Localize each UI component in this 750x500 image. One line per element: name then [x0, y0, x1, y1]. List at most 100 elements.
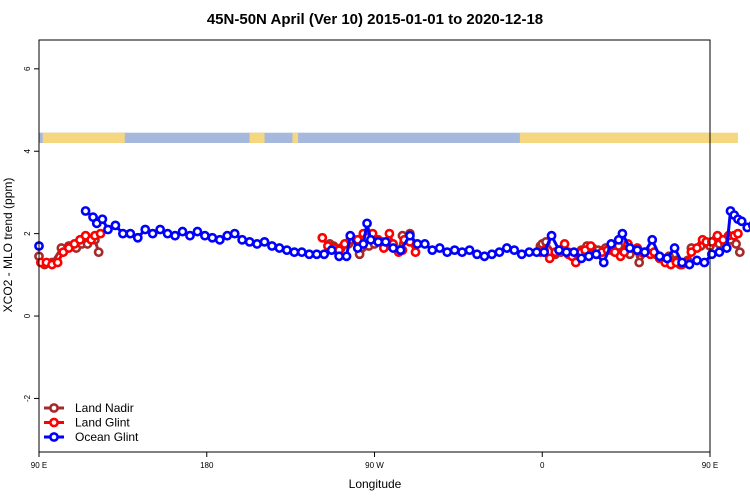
data-point [345, 230, 356, 241]
data-point [583, 251, 594, 262]
x-tick-label: 90 W [365, 461, 384, 470]
data-point [380, 236, 391, 247]
series-layer [34, 206, 750, 270]
data-point [80, 206, 91, 216]
data-point [311, 249, 322, 260]
data-point [472, 249, 482, 260]
data-point [319, 249, 330, 260]
series-ocean-glint [34, 206, 750, 270]
data-point [736, 216, 747, 227]
data-point [427, 245, 438, 256]
legend-label: Land Nadir [75, 401, 134, 415]
plot-frame [38, 39, 711, 453]
data-point [677, 257, 687, 268]
data-point [457, 247, 468, 258]
data-point [110, 220, 121, 231]
data-point [591, 249, 602, 260]
data-point [362, 218, 372, 229]
data-point [289, 247, 300, 258]
data-point [576, 253, 587, 264]
data-point [699, 257, 710, 268]
data-point [162, 228, 173, 239]
data-point [731, 239, 741, 249]
data-point [509, 245, 520, 256]
data-point [229, 228, 240, 239]
data-point [52, 257, 63, 268]
chart-title: 45N-50N April (Ver 10) 2015-01-01 to 202… [207, 11, 543, 28]
data-point [606, 239, 617, 249]
data-point [479, 251, 490, 262]
data-point [692, 255, 702, 266]
land-band [292, 132, 299, 143]
data-point [237, 234, 248, 245]
legend-marker [49, 417, 59, 428]
data-point [281, 245, 292, 256]
data-point [662, 253, 673, 264]
land-ocean-strip [39, 132, 738, 143]
data-point [561, 247, 572, 258]
data-point [185, 230, 195, 241]
data-point [585, 241, 596, 251]
data-point [93, 247, 104, 258]
data-point [334, 251, 344, 262]
data-point [222, 230, 233, 241]
data-point [449, 245, 460, 256]
data-point [706, 249, 717, 260]
legend-label: Land Glint [75, 416, 130, 430]
data-point [721, 243, 732, 253]
data-point [259, 236, 270, 247]
data-point [274, 243, 285, 253]
legend-marker [49, 432, 59, 442]
data-point [177, 226, 188, 237]
data-point [531, 247, 542, 258]
data-point [192, 226, 203, 237]
data-point [559, 239, 570, 249]
data-point [464, 245, 475, 256]
data-point [434, 243, 445, 253]
data-point [103, 224, 113, 235]
data-point [296, 247, 307, 258]
data-point [501, 243, 512, 253]
data-point [155, 224, 166, 235]
data-point [373, 236, 384, 247]
data-point [516, 249, 527, 260]
data-point [733, 228, 743, 239]
x-tick-label: 180 [200, 461, 214, 470]
data-point [132, 232, 143, 243]
data-point [624, 243, 635, 253]
data-point [654, 251, 665, 262]
data-point [140, 224, 151, 235]
data-point [442, 247, 453, 258]
data-point [207, 232, 218, 243]
data-point [684, 259, 695, 270]
data-point [405, 230, 415, 241]
data-point [341, 251, 352, 262]
data-point [524, 247, 535, 258]
data-point [384, 228, 395, 239]
y-tick-label: 0 [23, 313, 32, 318]
data-point [546, 230, 557, 241]
data-point [410, 247, 421, 258]
y-axis: -2 0 2 4 6 [23, 66, 39, 402]
data-point [244, 236, 255, 247]
data-point [412, 239, 423, 249]
y-tick-label: 6 [23, 66, 32, 71]
x-tick-label: 90 E [31, 461, 47, 470]
data-point [97, 214, 108, 225]
land-band [42, 132, 125, 143]
data-point [494, 247, 505, 258]
land-band [249, 132, 265, 143]
data-point [125, 228, 136, 239]
data-point [326, 245, 337, 256]
data-point [252, 239, 262, 249]
legend-marker [49, 403, 59, 413]
y-tick-label: 4 [23, 148, 32, 153]
data-point [647, 234, 658, 245]
data-point [199, 230, 210, 241]
data-point [634, 257, 645, 268]
y-tick-label: 2 [23, 231, 32, 236]
data-point [714, 247, 725, 258]
data-point [419, 239, 430, 249]
